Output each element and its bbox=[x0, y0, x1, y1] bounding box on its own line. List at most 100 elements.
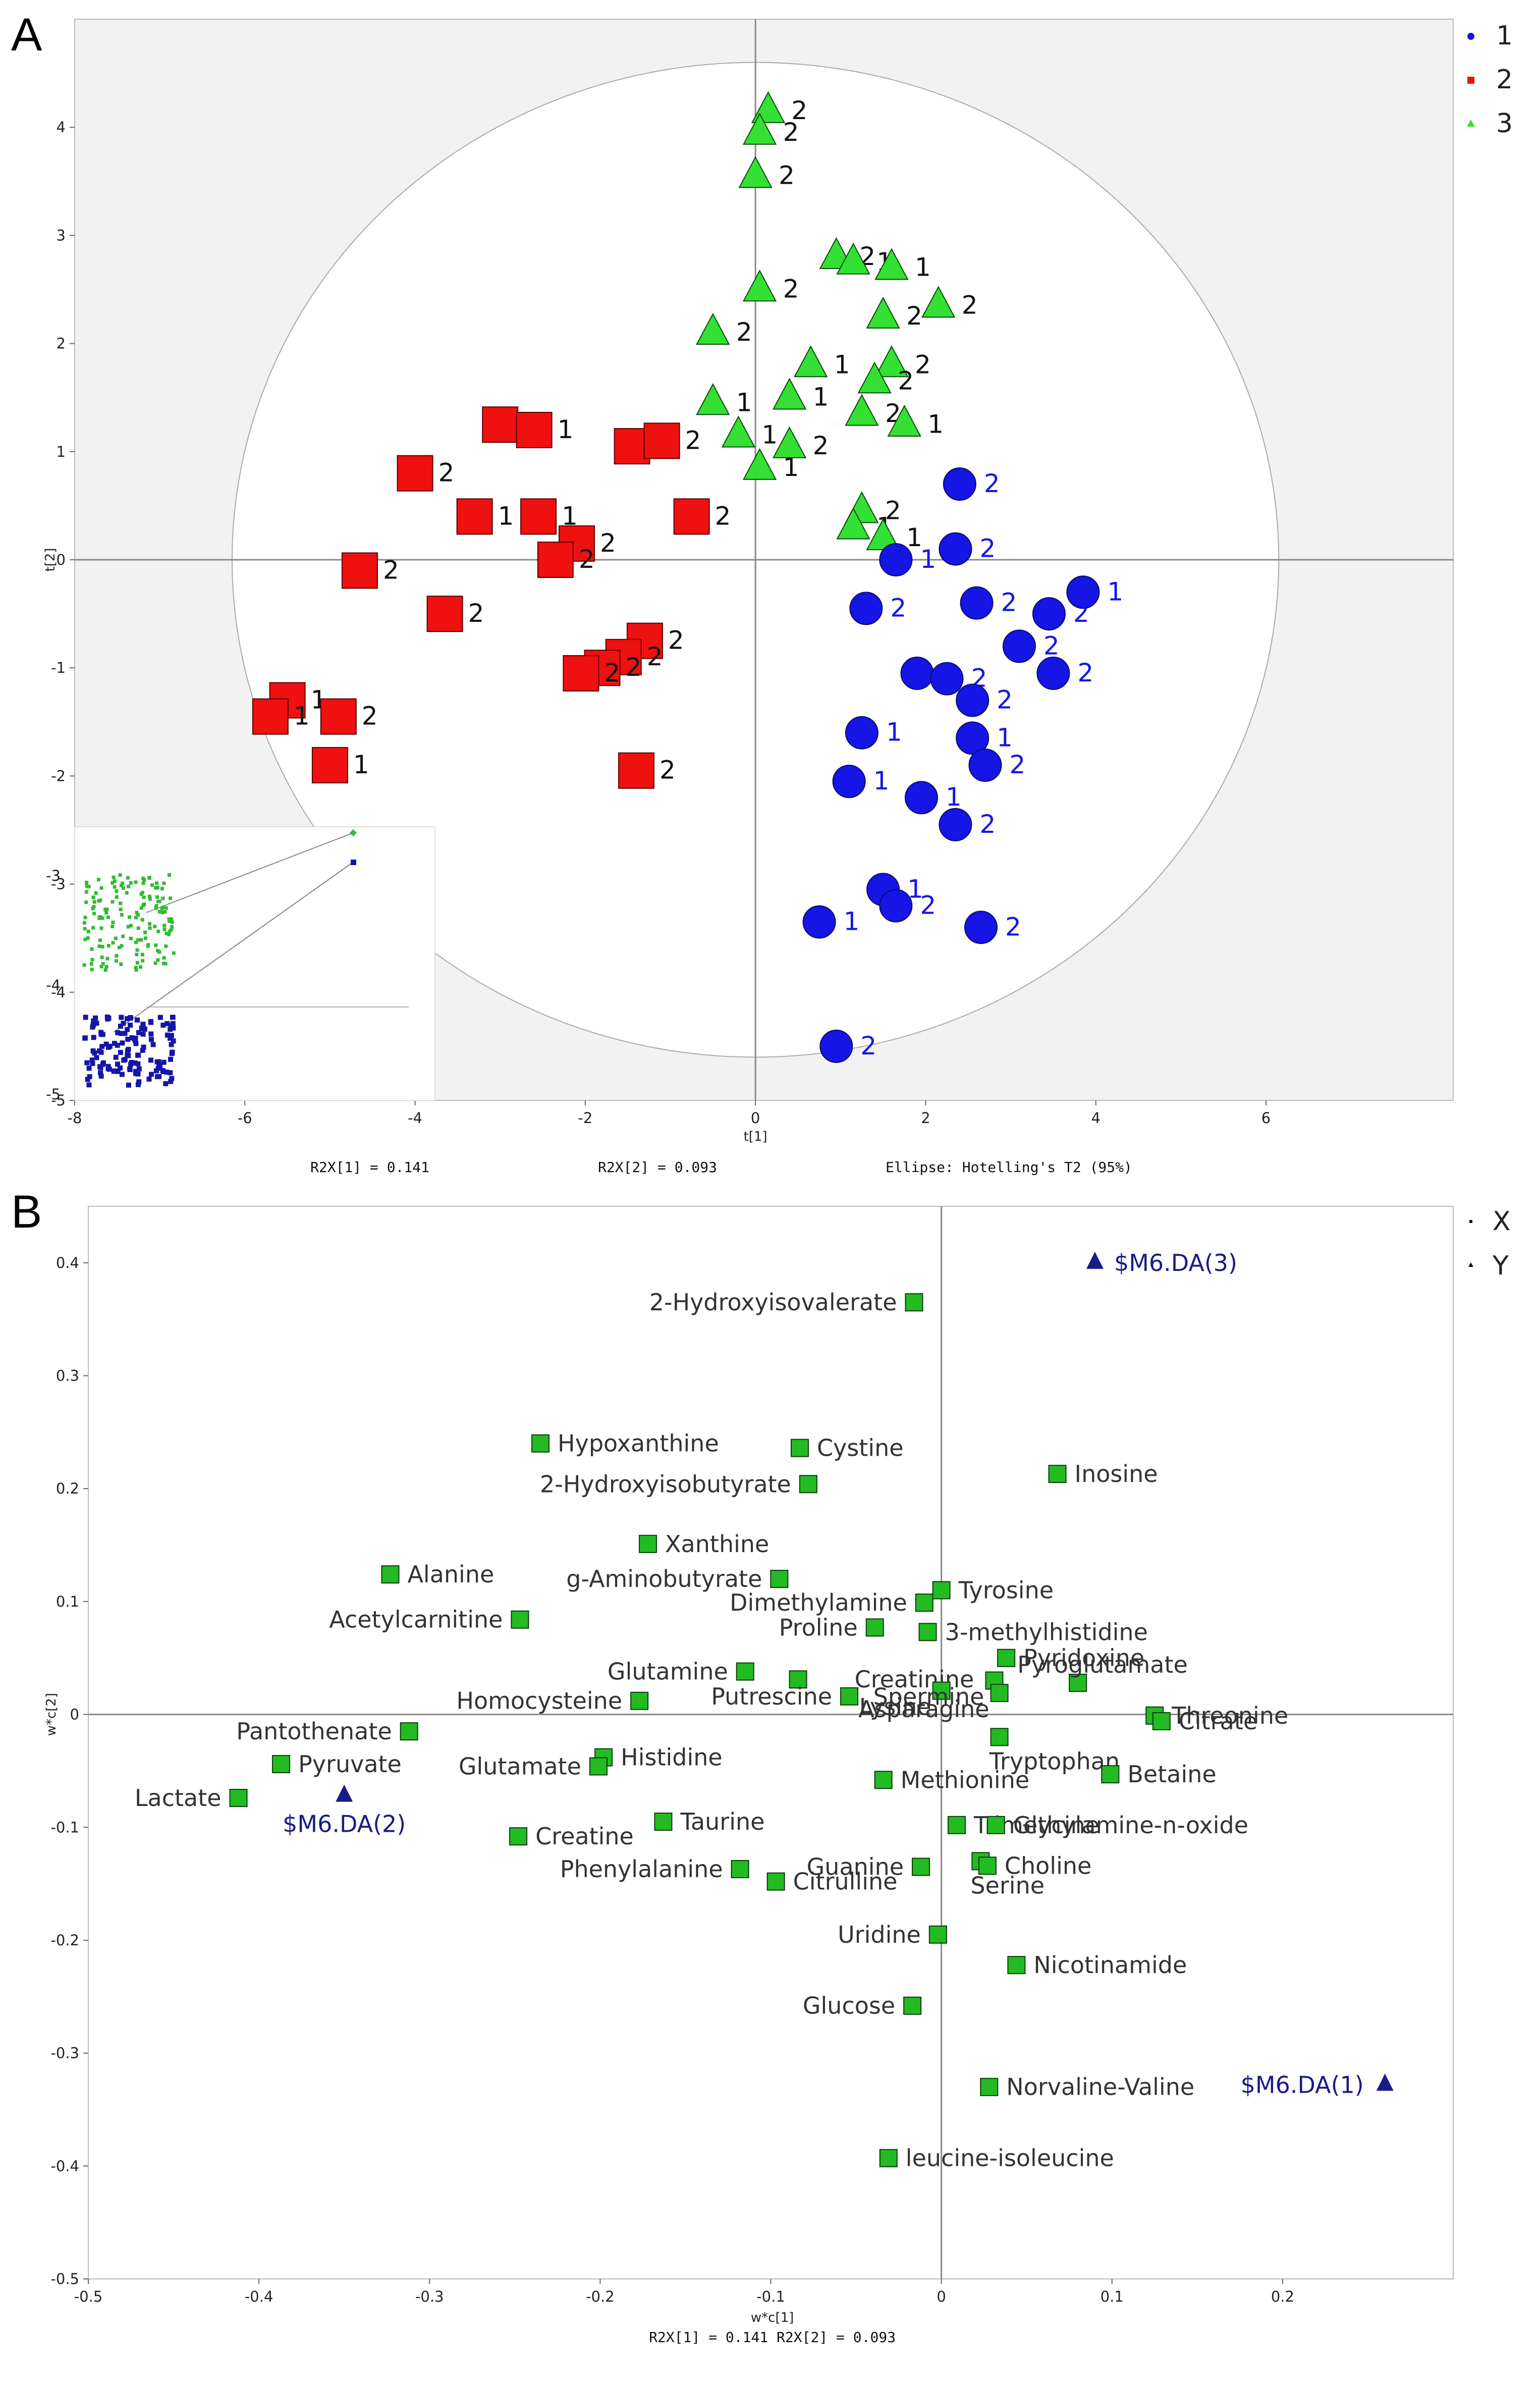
panel-b-x-tick-label: 0.1 bbox=[1101, 2288, 1124, 2305]
panel-a-axes bbox=[75, 19, 1453, 1100]
inset-r2-mark bbox=[163, 962, 168, 966]
inset-r2-mark bbox=[104, 965, 108, 969]
inset-r2-mark bbox=[84, 890, 88, 894]
class-1-point bbox=[960, 586, 994, 620]
inset-q2-mark bbox=[132, 1060, 138, 1066]
variable-label: Methionine bbox=[901, 1766, 1030, 1793]
point-label: 1 bbox=[813, 383, 829, 412]
variable-point bbox=[1069, 1673, 1087, 1692]
inset-r2-mark bbox=[134, 916, 138, 920]
variable-point bbox=[997, 1649, 1016, 1667]
inset-r2-mark bbox=[163, 910, 167, 914]
class-1-point bbox=[956, 721, 989, 755]
variable-point bbox=[639, 1534, 657, 1553]
inset-r2-mark bbox=[140, 952, 144, 957]
inset-r2-mark bbox=[135, 961, 139, 965]
inset-r2-mark bbox=[134, 966, 138, 970]
inset-q2-mark bbox=[107, 1067, 113, 1072]
variable-label: leucine-isoleucine bbox=[906, 2145, 1114, 2172]
point-label: 2 bbox=[997, 685, 1013, 714]
inset-q2-mark bbox=[140, 1047, 145, 1053]
panel-a-y-tick-label: -3 bbox=[51, 876, 66, 893]
inset-r2-mark bbox=[103, 908, 107, 912]
variable-point bbox=[731, 1860, 749, 1879]
panel-a-y-tick-label: -2 bbox=[51, 767, 66, 784]
inset-r2-mark bbox=[113, 879, 117, 883]
class-3-point bbox=[772, 426, 807, 458]
variable-label: Threonine bbox=[1171, 1702, 1288, 1729]
class-1-point bbox=[943, 467, 976, 501]
inset-q2-mark bbox=[148, 1057, 154, 1063]
inset-q2-mark bbox=[125, 1036, 131, 1042]
panel-a-x-tick-label: -2 bbox=[578, 1109, 592, 1127]
inset-q2-mark bbox=[169, 1033, 174, 1038]
inset-r2-mark bbox=[129, 881, 133, 885]
class-2-point bbox=[673, 498, 710, 535]
response-label: $M6.DA(3) bbox=[1114, 1249, 1237, 1277]
inset-r2-mark bbox=[147, 876, 151, 880]
response-marker bbox=[1086, 1251, 1104, 1269]
point-label: 2 bbox=[920, 890, 936, 920]
inset-q2-mark bbox=[118, 1065, 123, 1071]
inset-r2-mark bbox=[170, 925, 174, 929]
variable-point bbox=[990, 1684, 1009, 1703]
class-2-point bbox=[311, 747, 348, 783]
inset-q2-mark bbox=[148, 1019, 153, 1024]
variable-label: Choline bbox=[1005, 1852, 1091, 1879]
inset-q2-mark bbox=[133, 1038, 138, 1043]
variable-point bbox=[799, 1475, 817, 1494]
panel-b-y-tick-label: 0.1 bbox=[56, 1593, 79, 1610]
panel-b-y-tick-label: -0.4 bbox=[50, 2157, 79, 2174]
variable-point bbox=[980, 2078, 999, 2096]
class-1-point bbox=[802, 905, 836, 939]
variable-label: Citrate bbox=[1179, 1708, 1257, 1735]
class-2-point bbox=[456, 498, 493, 535]
point-label: 1 bbox=[783, 453, 799, 482]
variable-label: Serine bbox=[970, 1872, 1044, 1899]
variable-label: Citrulline bbox=[793, 1868, 898, 1895]
inset-r2-mark bbox=[119, 962, 123, 966]
panel-a-x-tick-label: -4 bbox=[408, 1109, 422, 1127]
point-label: 1 bbox=[873, 766, 890, 795]
variable-point bbox=[932, 1681, 951, 1700]
class-1-point bbox=[1002, 629, 1036, 663]
inset-r2-mark bbox=[156, 949, 160, 953]
legend-label: Y bbox=[1492, 1251, 1509, 1281]
class-3-point bbox=[845, 394, 879, 426]
variable-label: Pyridoxine bbox=[1023, 1644, 1144, 1672]
variable-point bbox=[905, 1293, 923, 1312]
inset-y-tick-label: -5 bbox=[46, 1086, 61, 1103]
point-label: 2 bbox=[604, 658, 620, 687]
variable-point bbox=[912, 1857, 930, 1876]
class-2-point bbox=[320, 698, 357, 735]
inset-q2-mark bbox=[150, 1042, 156, 1047]
class-3-point bbox=[874, 345, 909, 378]
inset-r2-mark bbox=[100, 955, 104, 960]
variable-label: Trimethylamine-n-oxide bbox=[973, 1812, 1248, 1839]
inset-r2-mark bbox=[162, 881, 166, 885]
inset-r2-regression-line bbox=[146, 832, 354, 913]
point-label: 2 bbox=[659, 756, 676, 785]
inset-r2-mark bbox=[92, 912, 96, 916]
class-2-point bbox=[252, 698, 289, 735]
inset-r2-mark bbox=[111, 925, 115, 929]
panel-b-axes bbox=[88, 1206, 1453, 2279]
point-label: 1 bbox=[294, 702, 310, 731]
inset-q2-mark bbox=[115, 1042, 120, 1048]
panel-b-plot-area bbox=[88, 1206, 1454, 2279]
inset-q2-mark bbox=[140, 1022, 146, 1027]
permutation-inset: -3 -4 -5 bbox=[46, 826, 435, 1103]
class-2-point bbox=[341, 552, 378, 589]
inset-q2-mark bbox=[85, 1077, 90, 1082]
inset-r2-mark bbox=[135, 948, 139, 952]
point-label: 2 bbox=[885, 496, 901, 525]
inset-q2-mark bbox=[93, 1015, 98, 1021]
inset-q2-mark bbox=[170, 1049, 175, 1055]
inset-q2-mark bbox=[168, 1035, 173, 1041]
inset-q2-mark bbox=[129, 1059, 134, 1065]
panel-a-y-tick-label: 2 bbox=[57, 335, 66, 352]
inset-r2-mark bbox=[82, 963, 86, 967]
point-label: 2 bbox=[906, 301, 922, 331]
inset-r2-mark bbox=[112, 875, 116, 879]
